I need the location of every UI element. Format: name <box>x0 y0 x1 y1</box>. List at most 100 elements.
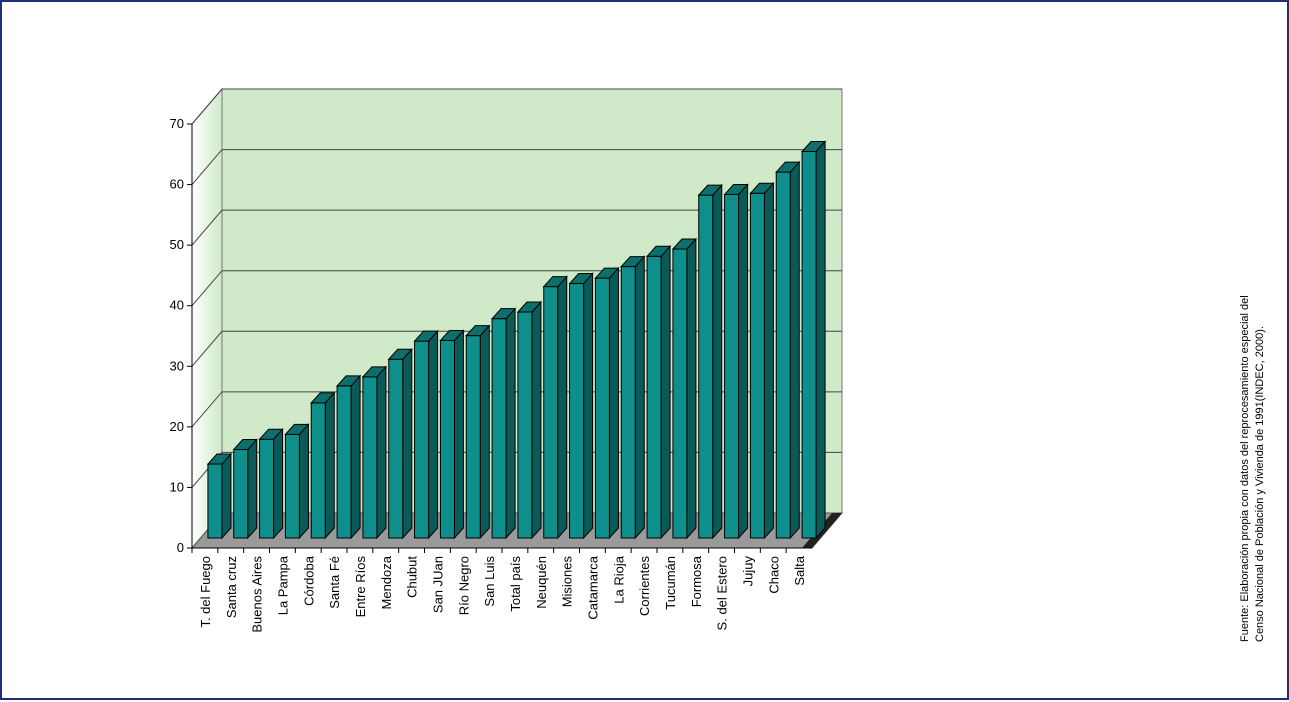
x-category-label: Mendoza <box>379 555 394 609</box>
bar-top <box>206 453 233 465</box>
y-tick-label: 70 <box>170 116 184 131</box>
x-category-label: Río Negro <box>456 556 471 615</box>
bar <box>646 255 662 539</box>
bar-top <box>697 184 723 196</box>
source-note-line-1: Fuente: Elaboración propia con datos del… <box>1239 295 1251 642</box>
bar-side <box>686 237 697 540</box>
bar <box>491 318 507 539</box>
x-category-label: Salta <box>792 555 807 585</box>
y-tick-label: 60 <box>170 177 184 192</box>
bar-top <box>723 184 749 196</box>
bar <box>724 194 740 539</box>
bar-side <box>221 452 232 540</box>
x-category-label: Catamarca <box>585 555 600 619</box>
bar <box>310 402 326 539</box>
bar <box>336 385 352 539</box>
bar-side <box>789 160 800 540</box>
bar-side <box>273 427 284 540</box>
bar-top <box>465 325 491 337</box>
bar-side <box>350 374 361 540</box>
bar-top <box>620 256 646 268</box>
x-category-label: Buenos Aires <box>250 556 265 633</box>
bar-top <box>490 308 517 320</box>
source-note: Fuente: Elaboración propia con datos del… <box>1238 262 1268 642</box>
y-tick-label: 10 <box>170 479 184 494</box>
x-category-label: Jujuy <box>740 556 755 587</box>
x-category-label: Tucumán <box>663 556 678 610</box>
bar-top <box>516 301 543 313</box>
x-category-label: Total país <box>508 556 523 612</box>
bar-side <box>608 266 619 540</box>
bar-side <box>453 329 464 540</box>
bar <box>362 376 378 539</box>
x-category-label: San Luis <box>482 556 497 607</box>
bar <box>439 339 455 539</box>
x-category-label: Chaco <box>766 556 781 594</box>
bar-side <box>712 183 723 540</box>
bar-side <box>402 347 413 540</box>
bar-side <box>583 272 594 540</box>
x-category-label: Santa cruz <box>224 556 239 618</box>
bar-top <box>413 330 439 342</box>
bar-top <box>671 238 698 250</box>
bar-top <box>542 276 568 288</box>
bar-side <box>324 391 335 540</box>
bar-top <box>568 273 594 285</box>
bar-top <box>387 348 413 360</box>
y-tick-label: 0 <box>177 540 184 555</box>
bar-top <box>361 366 388 378</box>
bar-top <box>594 267 620 279</box>
bar-side <box>815 140 826 540</box>
x-category-label: San JUan <box>430 556 445 613</box>
y-tick-label: 30 <box>170 358 184 373</box>
x-category-label: T. del Fuego <box>198 556 213 628</box>
gridline <box>191 88 842 125</box>
bar <box>672 248 688 539</box>
bar-side <box>376 365 387 540</box>
bar <box>775 171 791 539</box>
x-category-label: Chubut <box>405 556 420 598</box>
bar-top <box>258 428 284 440</box>
source-note-line-2: Censo Nacional de Población y Vivienda d… <box>1254 326 1266 642</box>
bar-top <box>232 439 258 451</box>
gridline <box>191 149 842 185</box>
bar <box>233 449 249 539</box>
bar-top <box>335 375 362 387</box>
y-tick-label: 50 <box>170 237 184 252</box>
bar-side <box>298 423 309 540</box>
bar-side <box>428 329 439 540</box>
bar <box>284 433 300 539</box>
bar-side <box>247 438 258 540</box>
bar <box>517 311 533 539</box>
bar <box>801 150 817 539</box>
y-tick-label: 20 <box>170 419 184 434</box>
bar <box>620 266 636 539</box>
x-category-label: S. del Estero <box>715 556 730 630</box>
bar-top <box>749 182 775 194</box>
bar-top <box>800 140 827 152</box>
bar-side <box>505 307 516 540</box>
bar-top <box>645 245 672 257</box>
bar <box>594 277 610 539</box>
x-category-label: Corrientes <box>637 556 652 616</box>
bar <box>414 340 430 539</box>
bar-top <box>310 392 336 404</box>
x-category-label: La Rioja <box>611 555 626 603</box>
x-category-label: Neuquén <box>534 556 549 609</box>
bar-side <box>479 324 490 540</box>
bar-side <box>634 255 645 540</box>
bar <box>698 194 714 539</box>
bar <box>749 192 765 539</box>
x-category-label: Córdoba <box>301 555 316 606</box>
x-category-label: Santa Fé <box>327 556 342 609</box>
bar <box>388 358 404 539</box>
bar <box>543 286 559 539</box>
bar-top <box>775 161 801 173</box>
bar-side <box>738 183 749 540</box>
bar <box>465 335 481 539</box>
y-tick-label: 40 <box>170 298 184 313</box>
bar-side <box>531 300 542 540</box>
x-category-label: Misiones <box>560 556 575 608</box>
